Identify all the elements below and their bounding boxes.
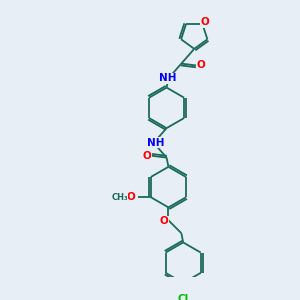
Text: NH: NH [147,138,164,148]
Text: O: O [201,17,209,27]
Text: CH₃: CH₃ [111,193,128,202]
Text: Cl: Cl [178,294,189,300]
Text: O: O [143,151,152,161]
Text: O: O [126,192,135,202]
Text: O: O [160,216,168,226]
Text: O: O [196,60,205,70]
Text: NH: NH [159,73,176,83]
